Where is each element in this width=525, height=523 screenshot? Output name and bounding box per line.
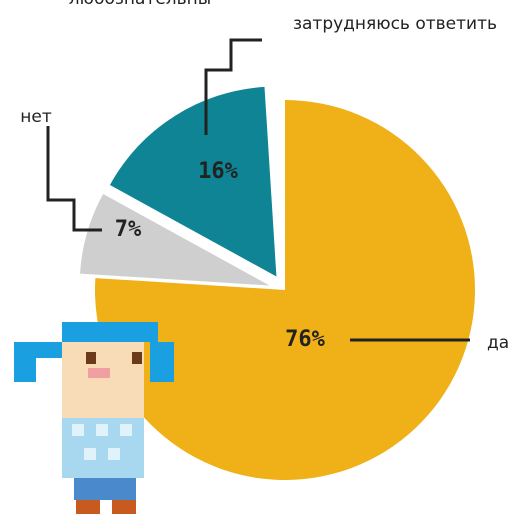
value-label: 16%	[198, 159, 238, 184]
category-label: затрудняюсь ответить	[293, 14, 497, 34]
category-label: нет	[20, 107, 52, 127]
chart: любознательны да нет затрудняюсь ответит…	[0, 0, 525, 523]
chart-title: любознательны	[69, 0, 211, 9]
category-label: да	[487, 333, 509, 353]
value-label: 76%	[285, 327, 325, 352]
value-label: 7%	[115, 217, 142, 242]
